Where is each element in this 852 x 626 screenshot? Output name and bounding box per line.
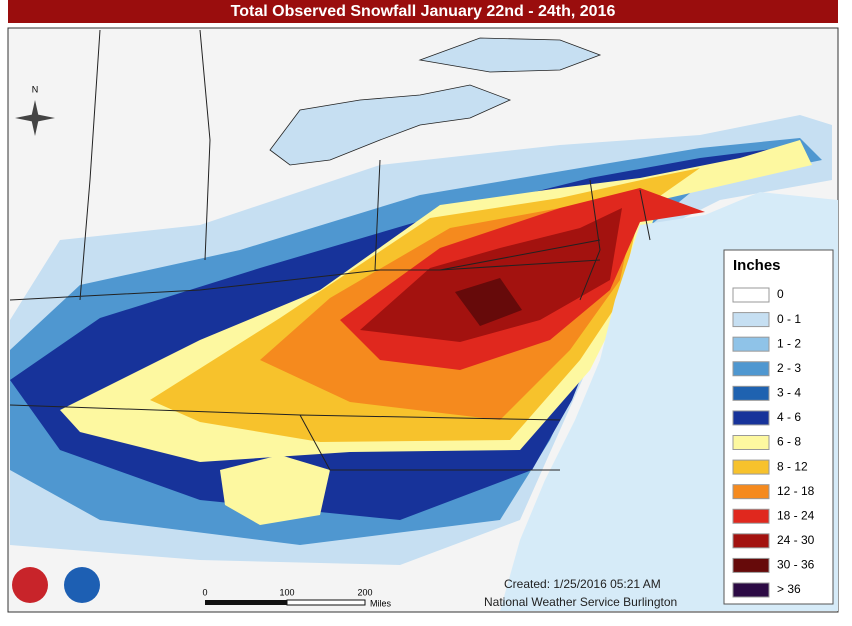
- legend-swatch: [732, 582, 770, 598]
- legend: Inches 0 0 - 1 1 - 2 2 - 3 3 - 4 4 - 6 6 - 8 8 …: [723, 249, 834, 605]
- state-lines: [9, 29, 651, 471]
- scale-segment: [205, 600, 287, 605]
- nws-logo: [12, 567, 48, 603]
- legend-swatch: [732, 533, 770, 549]
- legend-swatch: [732, 361, 770, 377]
- legend-swatch: [732, 312, 770, 328]
- legend-swatch: [732, 287, 770, 303]
- scale-unit: Miles: [370, 598, 392, 608]
- noaa-logo: [64, 567, 100, 603]
- legend-swatch: [732, 508, 770, 524]
- legend-box: [723, 249, 834, 605]
- great-lakes: [269, 37, 602, 166]
- scale-label: 100: [279, 587, 294, 597]
- legend-label: 0: [777, 287, 784, 301]
- legend-title: Inches: [733, 257, 781, 274]
- legend-swatch: [732, 336, 770, 352]
- scale-segment: [286, 599, 366, 606]
- compass-label: N: [32, 84, 39, 94]
- legend-label: 4 - 6: [777, 410, 801, 424]
- scale-label: 0: [202, 587, 207, 597]
- legend-swatch: [732, 459, 770, 475]
- legend-label: 6 - 8: [777, 435, 801, 449]
- title-bar: [8, 0, 838, 23]
- legend-label: 30 - 36: [777, 558, 815, 572]
- legend-label: 12 - 18: [777, 484, 815, 498]
- snow-bands: [10, 115, 832, 565]
- legend-label: 24 - 30: [777, 533, 815, 547]
- title: Total Observed Snowfall January 22nd - 2…: [231, 3, 616, 20]
- legend-swatch: [732, 385, 770, 401]
- legend-label: 1 - 2: [777, 336, 801, 350]
- scale-label: 200: [357, 587, 372, 597]
- legend-label: 18 - 24: [777, 508, 815, 522]
- legend-swatch: [732, 435, 770, 450]
- legend-label: 3 - 4: [777, 386, 801, 400]
- legend-label: 2 - 3: [777, 361, 801, 375]
- created-label: Created: 1/25/2016 05:21 AM: [504, 577, 661, 591]
- legend-swatch: [732, 557, 770, 573]
- legend-swatch: [732, 484, 770, 500]
- legend-label: > 36: [777, 582, 801, 596]
- legend-label: 0 - 1: [777, 312, 801, 326]
- office-label: National Weather Service Burlington: [484, 595, 677, 609]
- legend-label: 8 - 12: [777, 459, 808, 473]
- legend-swatch: [732, 410, 770, 426]
- compass: N: [15, 84, 55, 136]
